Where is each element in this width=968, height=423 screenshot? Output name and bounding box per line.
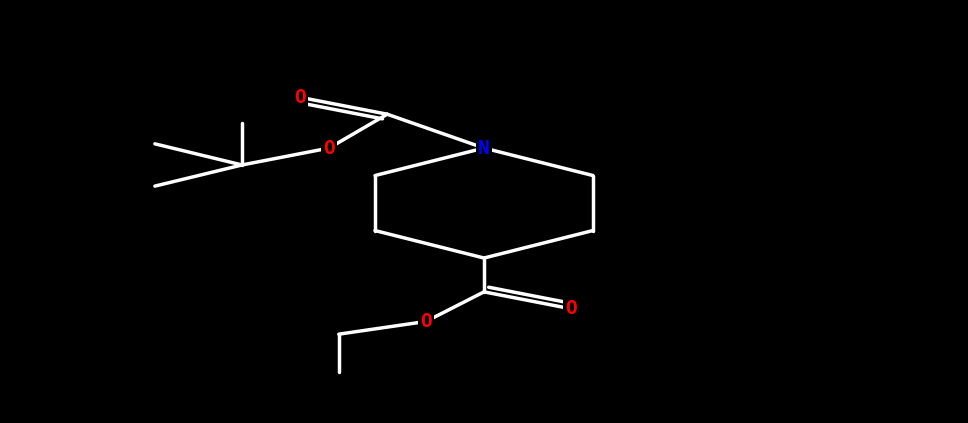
Text: N: N [478,139,490,157]
Text: O: O [420,312,432,331]
Text: O: O [323,139,335,157]
Text: O: O [565,299,577,318]
Text: O: O [294,88,306,107]
